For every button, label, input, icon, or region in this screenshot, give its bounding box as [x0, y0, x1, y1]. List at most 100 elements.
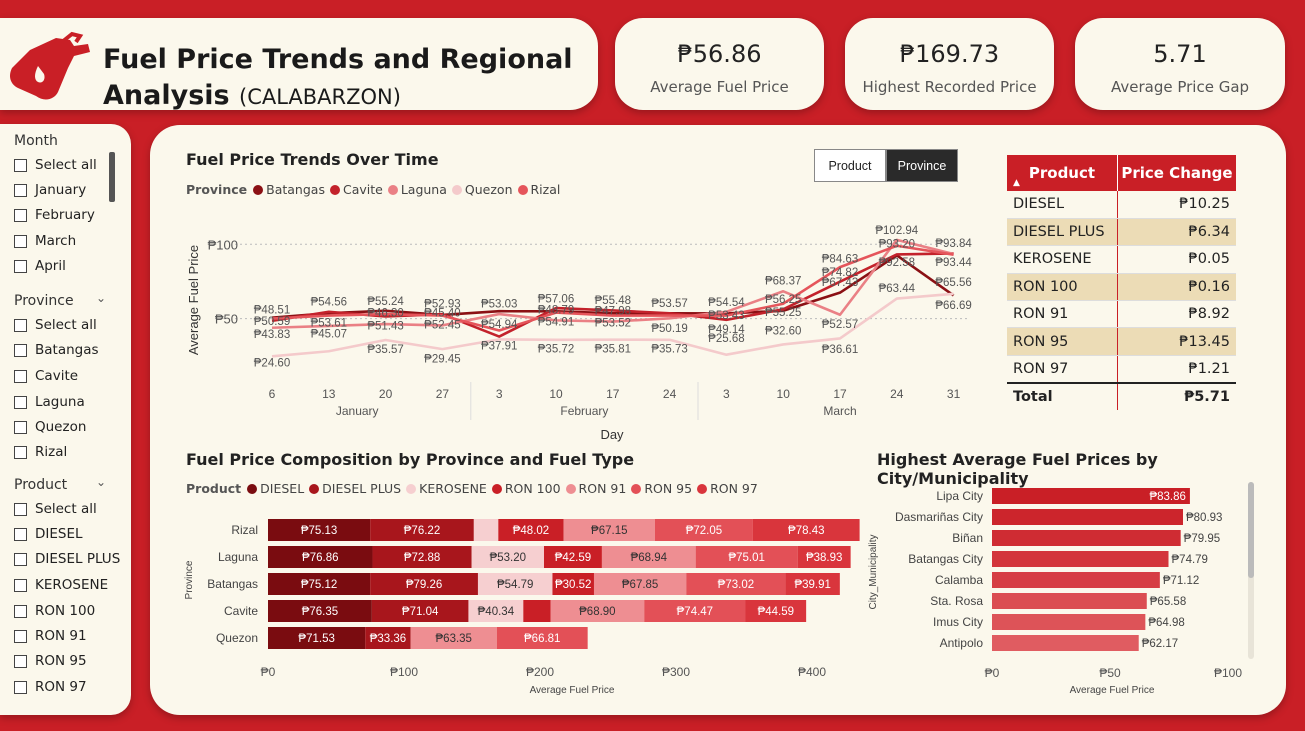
checkbox[interactable]	[14, 183, 27, 197]
kpi-label: Average Price Gap	[1110, 78, 1250, 96]
bar	[992, 488, 1190, 504]
legend-item-batangas[interactable]: Batangas	[253, 182, 325, 197]
legend-item-ron95[interactable]: RON 95	[631, 481, 692, 496]
legend-item-diesel-plus[interactable]: DIESEL PLUS	[309, 481, 401, 496]
x-tick-label: 3	[496, 387, 503, 401]
bar-segment	[550, 600, 645, 622]
legend-item-ron91[interactable]: RON 91	[565, 481, 626, 496]
checkbox[interactable]	[14, 654, 27, 668]
month-option[interactable]: April	[14, 257, 66, 275]
legend-item-diesel[interactable]: DIESEL	[247, 481, 304, 496]
legend-title: Product	[186, 481, 242, 496]
checkbox[interactable]	[14, 158, 27, 172]
checkbox[interactable]	[14, 552, 27, 566]
category-label: Lipa City	[936, 489, 983, 503]
data-label: ₱72.88	[404, 552, 440, 564]
bar-segment	[370, 573, 478, 595]
checkbox[interactable]	[14, 680, 27, 694]
x-group-label: March	[823, 404, 856, 418]
data-label: ₱79.26	[406, 579, 442, 591]
checkbox[interactable]	[14, 395, 27, 409]
product-option[interactable]: RON 95	[14, 652, 87, 670]
bar-segment	[268, 546, 373, 568]
chevron-down-icon[interactable]: ⌄	[96, 475, 107, 489]
category-label: Batangas	[207, 577, 258, 591]
product-slicer-title[interactable]: Product ⌄	[14, 475, 107, 493]
month-slicer-scrollbar[interactable]	[109, 152, 115, 202]
legend-item-rizal[interactable]: Rizal	[517, 182, 560, 197]
legend-item-ron100[interactable]: RON 100	[491, 481, 561, 496]
month-option[interactable]: February	[14, 206, 95, 224]
data-label: ₱62.17	[1142, 638, 1178, 650]
column-header-product[interactable]: ▲ Product	[1007, 155, 1118, 191]
data-label: ₱76.86	[302, 552, 338, 564]
legend-item-quezon[interactable]: Quezon	[451, 182, 513, 197]
province-slicer-title[interactable]: Province ⌄	[14, 291, 107, 309]
toggle-product-button[interactable]: Product	[814, 149, 886, 182]
month-option[interactable]: Select all	[14, 156, 97, 174]
checkbox[interactable]	[14, 502, 27, 516]
x-tick-label: 31	[947, 387, 961, 401]
checkbox[interactable]	[14, 420, 27, 434]
checkbox[interactable]	[14, 445, 27, 459]
checkbox[interactable]	[14, 578, 27, 592]
toggle-province-button[interactable]: Province	[886, 149, 958, 182]
bar-segment	[498, 519, 564, 541]
province-option[interactable]: Select all	[14, 316, 97, 334]
province-option[interactable]: Laguna	[14, 393, 85, 411]
x-tick-label: ₱300	[662, 665, 690, 679]
checkbox[interactable]	[14, 604, 27, 618]
column-header-price-change[interactable]: Price Change	[1117, 155, 1236, 191]
checkbox[interactable]	[14, 259, 27, 273]
legend-item-ron97[interactable]: RON 97	[697, 481, 758, 496]
y-axis-label: City_Municipality	[868, 534, 879, 609]
bar-segment	[797, 546, 851, 568]
legend-title: Province	[186, 182, 248, 197]
province-option[interactable]: Quezon	[14, 418, 86, 436]
bar-segment	[695, 546, 798, 568]
category-label: Antipolo	[940, 636, 984, 650]
province-option[interactable]: Rizal	[14, 443, 67, 461]
checkbox[interactable]	[14, 629, 27, 643]
product-option[interactable]: KEROSENE	[14, 576, 108, 594]
checkbox[interactable]	[14, 369, 27, 383]
checkbox[interactable]	[14, 208, 27, 222]
x-tick-label: 6	[269, 387, 276, 401]
data-label: ₱53.20	[490, 552, 526, 564]
product-option[interactable]: DIESEL PLUS	[14, 550, 120, 568]
data-label: ₱54.54	[708, 297, 745, 309]
legend-item-kerosene[interactable]: KEROSENE	[406, 481, 487, 496]
data-label: ₱54.56	[311, 296, 347, 308]
month-option[interactable]: March	[14, 232, 76, 250]
chevron-down-icon[interactable]: ⌄	[96, 291, 107, 305]
month-option[interactable]: January	[14, 181, 86, 199]
category-label: Biñan	[952, 531, 983, 545]
product-option[interactable]: DIESEL	[14, 525, 83, 543]
checkbox[interactable]	[14, 318, 27, 332]
product-option[interactable]: RON 97	[14, 678, 87, 696]
data-label: ₱68.90	[579, 606, 615, 618]
data-label: ₱76.22	[404, 525, 440, 537]
legend-item-cavite[interactable]: Cavite	[329, 182, 383, 197]
province-option[interactable]: Cavite	[14, 367, 78, 385]
data-label: ₱24.60	[254, 357, 290, 369]
x-group-label: February	[560, 404, 608, 418]
x-tick-label: 20	[379, 387, 393, 401]
table-row: RON 95 ₱13.45	[1007, 327, 1236, 356]
province-option[interactable]: Batangas	[14, 341, 99, 359]
data-label: ₱51.43	[367, 320, 403, 332]
product-option[interactable]: Select all	[14, 500, 97, 518]
checkbox[interactable]	[14, 343, 27, 357]
data-label: ₱35.81	[595, 343, 631, 355]
table-row: RON 100 ₱0.16	[1007, 273, 1236, 302]
sort-ascending-icon[interactable]: ▲	[1013, 178, 1020, 188]
city-chart-scrollbar[interactable]	[1248, 482, 1254, 578]
checkbox[interactable]	[14, 527, 27, 541]
legend-item-laguna[interactable]: Laguna	[387, 182, 447, 197]
data-label: ₱71.04	[402, 606, 439, 618]
data-label: ₱48.02	[513, 525, 549, 537]
product-option[interactable]: RON 91	[14, 627, 87, 645]
bar	[992, 530, 1181, 546]
checkbox[interactable]	[14, 234, 27, 248]
product-option[interactable]: RON 100	[14, 602, 95, 620]
